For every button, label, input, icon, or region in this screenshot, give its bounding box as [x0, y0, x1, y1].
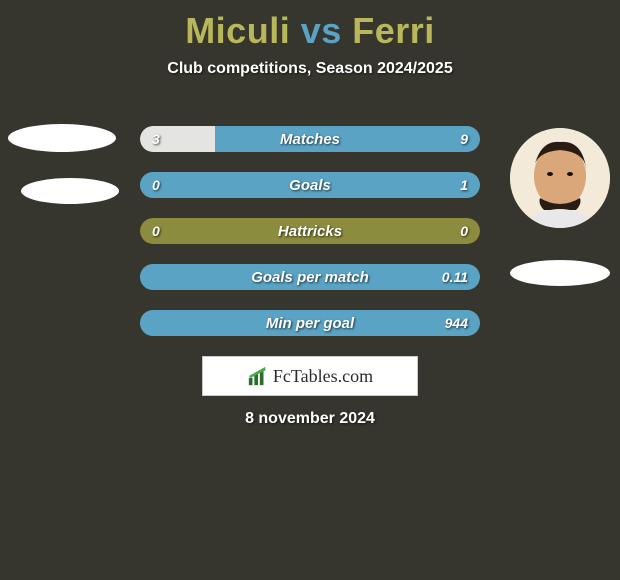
- player2-avatar: [510, 128, 610, 228]
- stat-bars-container: Matches39Goals01Hattricks00Goals per mat…: [140, 126, 480, 356]
- bar-value-right: 1: [460, 172, 468, 198]
- subtitle: Club competitions, Season 2024/2025: [0, 60, 620, 78]
- stat-row: Min per goal944: [140, 310, 480, 336]
- player1-avatar-oval: [8, 124, 116, 152]
- player1-name: Miculi: [185, 10, 290, 51]
- bar-label: Hattricks: [140, 218, 480, 244]
- player2-shadow-oval: [510, 260, 610, 286]
- comparison-title: Miculi vs Ferri: [0, 0, 620, 52]
- bar-value-left: 3: [152, 126, 160, 152]
- bar-label: Goals: [140, 172, 480, 198]
- bar-label: Min per goal: [140, 310, 480, 336]
- stat-row: Hattricks0 0: [140, 218, 480, 244]
- player2-face-graphic: [510, 128, 610, 228]
- fctables-logo[interactable]: FcTables.com: [202, 356, 418, 396]
- bar-value-left: 0: [152, 172, 160, 198]
- bar-value-right: 9: [460, 126, 468, 152]
- player1-shadow-oval: [21, 178, 119, 204]
- stat-row: Goals per match0.11: [140, 264, 480, 290]
- bar-value-left: 0: [152, 218, 160, 244]
- stat-row: Goals0 1: [140, 172, 480, 198]
- bar-label: Goals per match: [140, 264, 480, 290]
- logo-text: FcTables.com: [273, 366, 373, 387]
- vs-text: vs: [290, 10, 352, 51]
- date-text: 8 november 2024: [0, 410, 620, 428]
- bars-icon: [247, 365, 269, 387]
- bar-value-right: 0: [460, 218, 468, 244]
- bar-label: Matches: [140, 126, 480, 152]
- stat-row: Matches3 9: [140, 126, 480, 152]
- player2-name: Ferri: [352, 10, 435, 51]
- bar-value-right: 944: [445, 310, 468, 336]
- bar-value-right: 0.11: [442, 264, 468, 290]
